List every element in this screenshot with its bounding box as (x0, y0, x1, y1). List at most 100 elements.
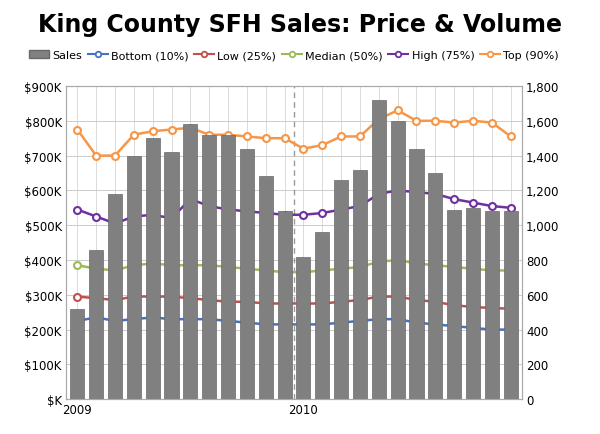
Median (50%) (112, 268, 119, 273)
Line: Bottom (10%): Bottom (10%) (74, 314, 514, 333)
Bar (447, 210, 461, 399)
Median (50%) (130, 263, 137, 268)
High (75%) (300, 213, 307, 218)
Median (50%) (187, 263, 194, 268)
High (75%) (92, 214, 100, 220)
Bottom (10%) (149, 315, 156, 320)
Line: Top (90%): Top (90%) (74, 108, 514, 160)
Median (50%) (224, 265, 232, 270)
Low (25%) (319, 301, 326, 306)
Top (90%) (92, 154, 100, 159)
High (75%) (338, 207, 345, 213)
Bottom (10%) (112, 319, 119, 324)
Low (25%) (130, 294, 137, 299)
Bar (334, 181, 348, 399)
Low (25%) (338, 299, 345, 305)
High (75%) (206, 204, 213, 209)
Bar (296, 257, 310, 399)
Low (25%) (74, 294, 81, 299)
Bar (372, 101, 386, 399)
Bottom (10%) (130, 317, 137, 322)
Bottom (10%) (300, 322, 307, 327)
Top (90%) (375, 117, 382, 122)
Median (50%) (451, 265, 458, 270)
Bar (485, 212, 499, 399)
Low (25%) (356, 298, 364, 303)
Median (50%) (432, 263, 439, 268)
Top (90%) (130, 133, 137, 138)
Low (25%) (281, 301, 288, 306)
Bottom (10%) (206, 317, 213, 322)
High (75%) (356, 204, 364, 209)
Bar (202, 135, 216, 399)
Low (25%) (262, 301, 269, 306)
High (75%) (262, 211, 269, 216)
Median (50%) (262, 268, 269, 273)
Top (90%) (74, 128, 81, 133)
Bar (183, 125, 197, 399)
Bar (315, 233, 329, 399)
Bar (428, 174, 442, 399)
Top (90%) (149, 129, 156, 135)
Bar (278, 212, 292, 399)
Median (50%) (206, 263, 213, 268)
Low (25%) (488, 306, 496, 311)
High (75%) (281, 213, 288, 218)
Median (50%) (168, 263, 175, 268)
Bar (70, 309, 85, 399)
Low (25%) (149, 294, 156, 299)
Bar (89, 250, 103, 399)
Median (50%) (92, 266, 100, 272)
Low (25%) (507, 306, 514, 312)
Bar (240, 149, 254, 399)
Bottom (10%) (488, 327, 496, 332)
Top (90%) (338, 135, 345, 140)
Line: Median (50%): Median (50%) (74, 257, 514, 276)
Low (25%) (92, 296, 100, 301)
High (75%) (451, 197, 458, 202)
Median (50%) (338, 266, 345, 272)
Top (90%) (262, 136, 269, 141)
Median (50%) (413, 261, 420, 266)
Low (25%) (394, 294, 401, 299)
High (75%) (469, 201, 476, 206)
Top (90%) (168, 128, 175, 133)
High (75%) (375, 192, 382, 197)
Bottom (10%) (356, 319, 364, 324)
Low (25%) (413, 298, 420, 303)
Top (90%) (281, 136, 288, 141)
Top (90%) (319, 143, 326, 148)
Top (90%) (432, 119, 439, 124)
High (75%) (394, 188, 401, 194)
High (75%) (74, 207, 81, 213)
Median (50%) (356, 265, 364, 270)
Top (90%) (300, 147, 307, 152)
Bottom (10%) (168, 317, 175, 322)
Line: Low (25%): Low (25%) (74, 293, 514, 312)
Bottom (10%) (432, 322, 439, 327)
Top (90%) (206, 133, 213, 138)
Bottom (10%) (375, 317, 382, 322)
Bottom (10%) (451, 324, 458, 329)
Top (90%) (488, 121, 496, 126)
High (75%) (507, 206, 514, 211)
Bottom (10%) (243, 320, 250, 326)
High (75%) (168, 216, 175, 221)
Line: High (75%): High (75%) (74, 187, 514, 227)
Median (50%) (488, 268, 496, 273)
Bottom (10%) (507, 327, 514, 332)
Bottom (10%) (319, 322, 326, 327)
Median (50%) (281, 270, 288, 275)
Bar (164, 153, 179, 399)
Bottom (10%) (413, 320, 420, 326)
Top (90%) (224, 133, 232, 138)
Bar (409, 149, 424, 399)
Bottom (10%) (281, 322, 288, 327)
Bar (259, 177, 273, 399)
High (75%) (432, 192, 439, 197)
High (75%) (413, 190, 420, 195)
Bottom (10%) (262, 322, 269, 327)
Bar (146, 139, 160, 399)
Top (90%) (413, 119, 420, 124)
Bar (127, 156, 141, 399)
